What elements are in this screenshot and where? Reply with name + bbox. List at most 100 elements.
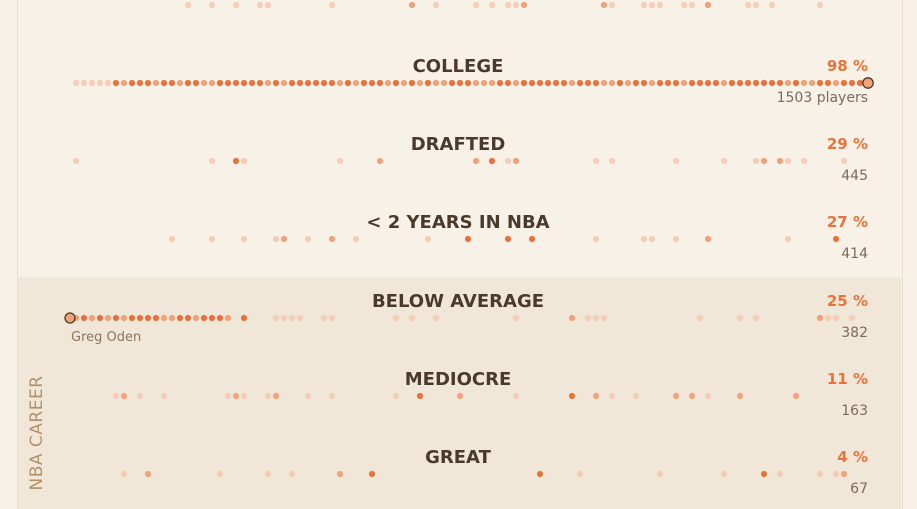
dot [264,79,272,87]
dot [768,79,776,87]
dot [232,79,240,87]
dot [672,79,680,87]
dot [152,79,160,87]
dot [72,157,80,165]
dot [512,1,520,9]
stage-row-0: COLLEGE 98 % 1503 players [72,56,874,106]
dot [728,79,736,87]
dot [608,392,616,400]
dot [536,470,544,478]
dot [120,470,128,478]
dot [240,157,248,165]
dot [552,79,560,87]
stage-count: 414 [841,246,868,262]
dot [208,157,216,165]
dot [328,1,336,9]
dot [392,314,400,322]
dot [832,314,840,322]
stage-percent: 4 % [837,448,868,466]
dot [376,79,384,87]
dot [608,1,616,9]
dot [528,235,536,243]
dot [360,79,368,87]
dot [232,392,240,400]
dot [464,235,472,243]
dot [784,79,792,87]
dot [264,392,272,400]
dot [760,470,768,478]
dot [408,314,416,322]
dot [456,79,464,87]
dot [600,314,608,322]
dot [432,79,440,87]
dot [512,157,520,165]
dot [232,157,240,165]
dot [272,392,280,400]
dot [448,79,456,87]
dot [352,79,360,87]
dot [288,79,296,87]
dot [112,79,120,87]
dot [624,79,632,87]
top-dot-row [184,1,824,9]
stage-percent: 25 % [827,292,868,310]
dot [248,79,256,87]
dot [512,79,520,87]
dot [408,79,416,87]
stage-row-4: MEDIOCRE 11 % 163 [112,369,868,419]
dot [456,392,464,400]
dot [296,79,304,87]
dot [760,79,768,87]
stage-count: 67 [850,481,868,497]
dot [232,1,240,9]
dot [392,392,400,400]
dot [264,1,272,9]
dot [688,392,696,400]
dot [568,79,576,87]
dot [744,79,752,87]
dot [264,470,272,478]
dot [424,235,432,243]
dot [848,79,856,87]
dot [648,79,656,87]
dot [272,314,280,322]
dot [592,79,600,87]
highlighted-dot [64,312,76,324]
dot [144,314,152,322]
dot [136,314,144,322]
dot [520,1,528,9]
dot [488,157,496,165]
dot [240,392,248,400]
dot [800,79,808,87]
dot [112,314,120,322]
dot [176,79,184,87]
dot [720,470,728,478]
dot [168,314,176,322]
dot [816,79,824,87]
dot [352,235,360,243]
dot [328,314,336,322]
dot [224,314,232,322]
dot [400,79,408,87]
dot [648,1,656,9]
dot [680,1,688,9]
dot [72,79,80,87]
dot [184,314,192,322]
stage-row-2: < 2 YEARS IN NBA 27 % 414 [168,212,868,262]
player-name: Greg Oden [71,330,141,345]
dot [816,314,824,322]
dot [408,1,416,9]
dot [736,314,744,322]
dot [752,157,760,165]
dot [472,1,480,9]
dot [792,79,800,87]
dot [392,79,400,87]
dot [432,314,440,322]
dot [272,79,280,87]
dot [208,1,216,9]
dot [208,314,216,322]
dot [800,157,808,165]
dot [320,314,328,322]
dot [720,79,728,87]
dot [560,79,568,87]
